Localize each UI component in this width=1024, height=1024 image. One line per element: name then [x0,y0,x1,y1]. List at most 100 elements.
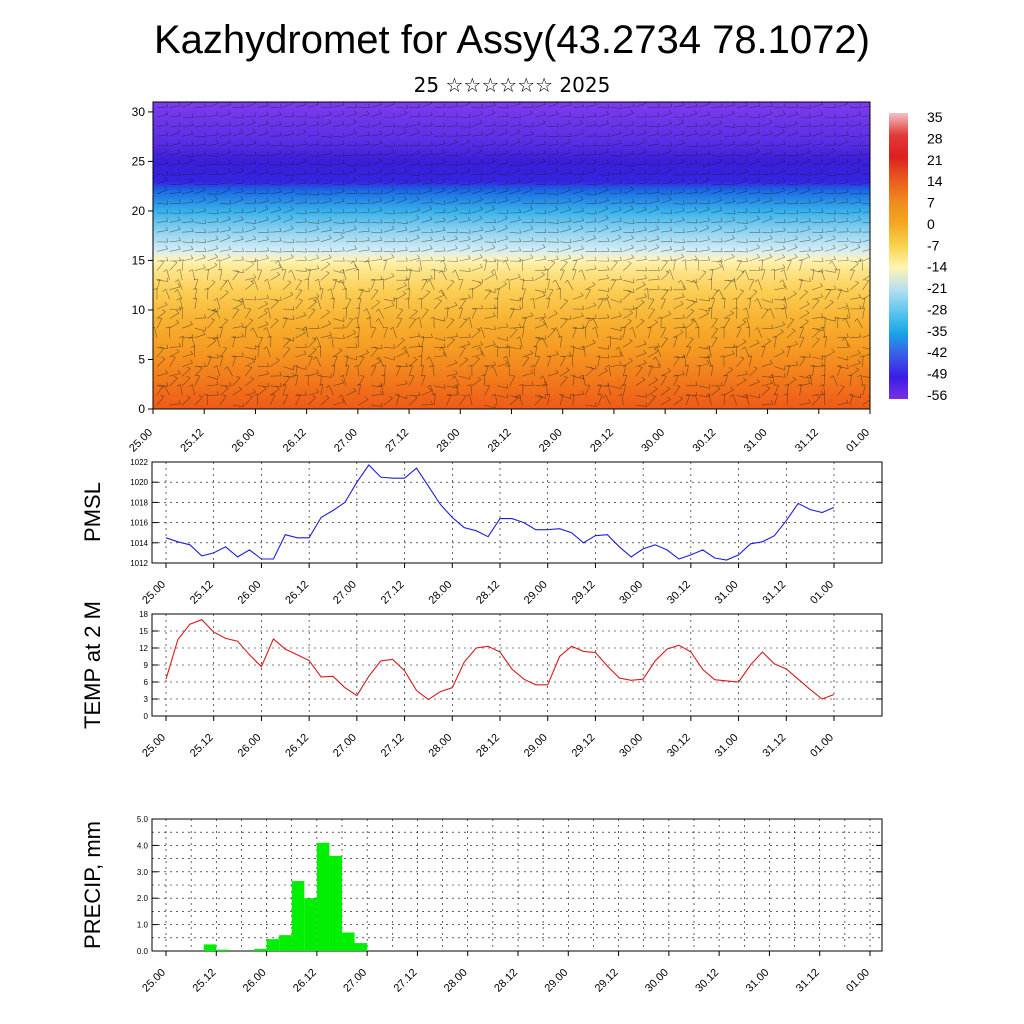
precip-bar [254,948,267,951]
precip-bar [329,855,342,951]
temp-ytick-label: 15 [139,627,148,636]
temp-ytick-label: 3 [144,695,149,704]
colorbar-label: 35 [927,109,943,125]
temp-time-label: 29.00 [522,732,550,760]
cross-section-time-label: 25.00 [127,427,155,455]
temp-time-label: 28.00 [426,732,454,760]
precipitation-panel: 0.0 1.0 2.0 3.0 4.0 5.0 25.00 25.12 26.00 26.12 27… [80,815,883,995]
temp-ytick-label: 12 [139,644,148,653]
temp-time-label: 29.12 [570,732,598,760]
precip-grid [152,818,882,952]
cross-section-time-label: 26.00 [230,427,258,455]
precip-bar [279,935,292,951]
cross-section-ytick-label: 25 [132,154,146,168]
pmsl-ytick-label: 1016 [130,519,148,528]
temp-ytick-label: 0 [144,712,149,721]
cross-section-time-label: 26.12 [281,427,309,455]
cross-section-time-label: 01.00 [844,427,872,455]
pmsl-grid [152,461,882,564]
precip-bar [304,898,317,951]
pmsl-series-line [165,464,835,561]
pmsl-time-label: 31.12 [760,579,788,607]
colorbar-label: -56 [927,387,947,403]
colorbar [889,113,908,399]
precip-time-label: 29.00 [542,967,570,995]
temp-ytick-label: 9 [144,661,149,670]
pmsl-ytick-label: 1022 [130,458,148,467]
cross-section-ytick-label: 30 [132,105,146,119]
precip-time-label: 28.00 [442,967,470,995]
cross-section-ytick-label: 0 [138,402,145,416]
cross-section-time-label: 25.12 [178,427,206,455]
temp-grid [152,613,882,717]
pmsl-time-label: 27.00 [331,579,359,607]
precip-time-label: 26.00 [241,967,269,995]
precip-time-label: 31.00 [744,967,772,995]
precip-time-label: 26.12 [291,967,319,995]
colorbar-label: 7 [927,195,935,211]
temperature-panel: 0 3 6 9 12 15 18 25.00 25.12 26.00 26.12 27.00 27.12… [80,601,883,760]
precip-ytick-label: 0.0 [137,947,149,956]
precip-ylabel: PRECIP, mm [80,821,105,949]
chart-subtitle: 25 ☆☆☆☆☆☆ 2025 [413,73,611,97]
precip-ytick-label: 3.0 [137,868,149,877]
precip-bar [316,842,330,951]
temp-time-label: 31.12 [760,732,788,760]
colorbar-label: -35 [927,323,947,339]
cross-section-time-label: 28.00 [434,427,462,455]
colorbar-label: 28 [927,130,943,146]
temp-time-label: 28.12 [474,732,502,760]
temp-ytick-label: 6 [144,678,149,687]
precip-time-label: 25.00 [140,967,168,995]
temp-time-label: 27.00 [331,732,359,760]
temp-time-label: 25.12 [188,732,216,760]
precip-time-label: 27.00 [341,967,369,995]
precip-time-label: 30.00 [643,967,671,995]
precip-bar [354,943,368,951]
cross-section-time-label: 29.12 [588,427,616,455]
cross-section-time-label: 30.00 [639,427,667,455]
cross-section-ytick-label: 15 [132,253,146,267]
precip-bar [342,932,355,951]
cross-section-ytick-label: 10 [132,303,146,317]
temp-time-label: 26.00 [236,732,264,760]
precip-ytick-label: 4.0 [137,841,149,850]
precip-bar [291,881,305,951]
cross-section-ytick-label: 5 [138,352,145,366]
temp-series-line [165,619,835,701]
precip-bar [203,944,217,951]
temp-ylabel: TEMP at 2 M [80,601,105,729]
cross-section-time-label: 30.12 [691,427,719,455]
cross-section-time-label: 31.12 [793,427,821,455]
precip-ytick-label: 2.0 [137,894,149,903]
pmsl-ytick-label: 1020 [130,478,148,487]
colorbar-label: 14 [927,173,943,189]
colorbar-label: -14 [927,259,947,275]
colorbar-label: 21 [927,152,943,168]
temp-time-label: 30.12 [665,732,693,760]
pmsl-time-label: 29.00 [522,579,550,607]
temp-time-label: 26.12 [283,732,311,760]
temp-time-label: 31.00 [713,732,741,760]
temp-time-label: 25.00 [140,732,168,760]
pmsl-time-label: 25.00 [140,579,168,607]
pmsl-time-label: 28.12 [474,579,502,607]
precip-bar [216,949,229,951]
cross-section-time-label: 27.12 [383,427,411,455]
wind-barbs [153,102,870,409]
pmsl-time-label: 01.00 [808,579,836,607]
temp-time-label: 27.12 [379,732,407,760]
precip-time-label: 25.12 [190,967,218,995]
precip-time-label: 01.00 [844,967,872,995]
cross-section-field [153,102,870,409]
precip-time-label: 27.12 [392,967,420,995]
pmsl-ytick-label: 1018 [130,498,148,507]
precip-time-label: 30.12 [693,967,721,995]
chart-title: Kazhydromet for Assy(43.2734 78.1072) [154,18,870,62]
pmsl-time-label: 26.00 [236,579,264,607]
pmsl-ytick-label: 1012 [130,559,148,568]
cross-section-time-label: 31.00 [742,427,770,455]
precip-time-label: 28.12 [492,967,520,995]
temp-time-label: 30.00 [617,732,645,760]
precip-bar [266,939,280,951]
